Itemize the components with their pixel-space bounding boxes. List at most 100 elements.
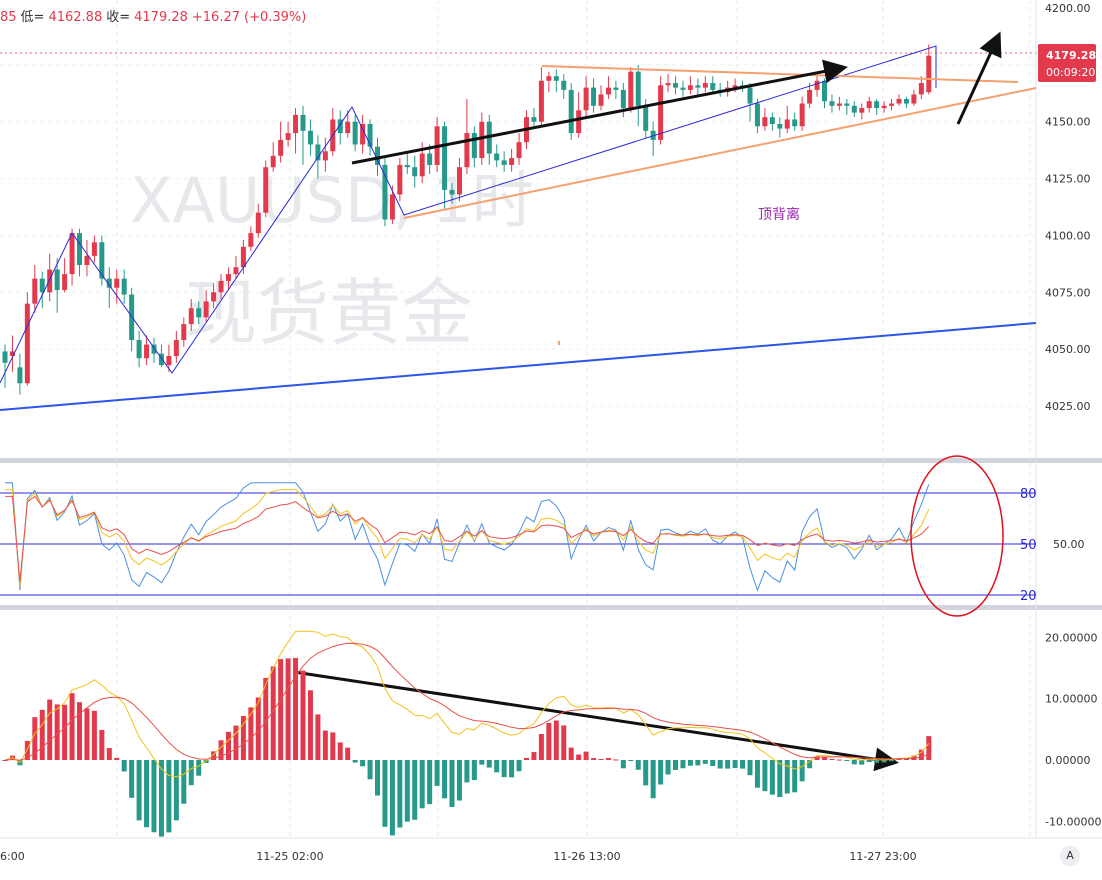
time-label-0: 6:00 bbox=[0, 850, 25, 863]
macd-bar-71 bbox=[531, 752, 537, 760]
macd-bar-108 bbox=[807, 760, 813, 769]
low-label: 低= bbox=[20, 10, 45, 25]
candle-body-19 bbox=[144, 344, 150, 359]
macd-bar-31 bbox=[233, 725, 239, 760]
candle-body-84 bbox=[628, 71, 634, 109]
macd-bar-102 bbox=[762, 760, 768, 792]
macd-bar-93 bbox=[695, 760, 701, 766]
candle-body-22 bbox=[166, 355, 172, 366]
candle-body-42 bbox=[315, 144, 321, 161]
candle-body-21 bbox=[158, 353, 164, 366]
highlight-circle bbox=[910, 455, 1004, 617]
rsi-value-label: 50.00 bbox=[1053, 538, 1085, 551]
candle-body-68 bbox=[509, 158, 515, 165]
candle-body-104 bbox=[777, 123, 783, 129]
macd-bar-53 bbox=[397, 760, 403, 828]
candle-body-118 bbox=[881, 105, 887, 109]
macd-bar-20 bbox=[151, 760, 157, 833]
candle-body-83 bbox=[620, 89, 626, 109]
candle-body-30 bbox=[226, 274, 231, 281]
macd-bar-30 bbox=[226, 731, 231, 760]
macd-bar-91 bbox=[680, 760, 686, 769]
macd-bar-124 bbox=[926, 736, 932, 760]
macd-bar-44 bbox=[330, 732, 336, 760]
candle-body-24 bbox=[181, 324, 187, 341]
macd-bar-18 bbox=[136, 760, 142, 821]
candle-body-111 bbox=[829, 101, 835, 106]
macd-bar-0 bbox=[2, 760, 8, 761]
candle-body-63 bbox=[471, 133, 477, 159]
candle-body-16 bbox=[121, 278, 127, 295]
candle-body-23 bbox=[173, 340, 179, 356]
watermark-name: 现货黄金 bbox=[185, 271, 473, 355]
candle-body-93 bbox=[695, 85, 701, 88]
macd-bar-10 bbox=[77, 702, 82, 760]
macd-bar-98 bbox=[732, 760, 738, 768]
macd-bar-74 bbox=[553, 720, 559, 760]
change-percent: (+0.39%) bbox=[244, 10, 307, 25]
last-price-label: 4179.28 bbox=[1046, 49, 1096, 62]
candle-body-101 bbox=[754, 103, 760, 127]
candle-body-43 bbox=[322, 151, 328, 161]
macd-bar-117 bbox=[874, 760, 880, 763]
macd-bar-19 bbox=[144, 760, 150, 828]
candle-body-7 bbox=[54, 269, 60, 291]
candle-body-105 bbox=[784, 119, 790, 129]
time-label-3: 11-27 23:00 bbox=[849, 850, 916, 863]
low-value: 4162.88 bbox=[48, 10, 103, 25]
candle-body-108 bbox=[807, 89, 813, 104]
candle-body-122 bbox=[911, 94, 917, 104]
candle-body-11 bbox=[84, 255, 90, 265]
auto-scale-button[interactable]: A bbox=[1060, 846, 1080, 866]
macd-tick-0: 20.00000 bbox=[1045, 631, 1098, 644]
rsi-slow-line bbox=[5, 495, 930, 582]
macd-bar-6 bbox=[47, 699, 53, 760]
candle-body-119 bbox=[889, 103, 895, 106]
macd-bar-96 bbox=[717, 760, 723, 769]
candle-body-32 bbox=[240, 246, 246, 268]
pane-separator-2 bbox=[0, 605, 1102, 610]
macd-bar-17 bbox=[129, 760, 135, 798]
macd-bar-27 bbox=[203, 760, 209, 763]
macd-bar-55 bbox=[412, 760, 418, 820]
candle-body-76 bbox=[568, 89, 574, 134]
candle-body-123 bbox=[918, 83, 924, 95]
open-value-tail: 85 bbox=[0, 10, 17, 25]
candle-body-36 bbox=[270, 155, 276, 168]
candle-body-61 bbox=[456, 167, 462, 195]
candle-body-14 bbox=[106, 278, 112, 288]
macd-bar-35 bbox=[263, 677, 269, 760]
macd-bar-54 bbox=[404, 760, 410, 822]
macd-dif-line bbox=[4, 630, 930, 778]
candle-body-31 bbox=[233, 267, 239, 275]
price-tick-4: 4100.00 bbox=[1045, 229, 1091, 242]
macd-bar-92 bbox=[687, 760, 693, 766]
candle-body-117 bbox=[874, 101, 880, 109]
macd-bar-80 bbox=[598, 758, 604, 760]
candle-body-98 bbox=[732, 85, 738, 88]
candle-body-94 bbox=[702, 83, 708, 88]
candle-body-91 bbox=[680, 87, 686, 90]
macd-bar-23 bbox=[173, 760, 179, 821]
macd-bar-120 bbox=[896, 758, 902, 760]
macd-bar-26 bbox=[196, 760, 202, 776]
divergence-annotation: 顶背离 bbox=[758, 206, 800, 223]
candle-body-55 bbox=[412, 167, 418, 177]
candle-body-72 bbox=[538, 80, 544, 122]
candle-body-45 bbox=[337, 119, 343, 134]
channel-upper-line bbox=[541, 65, 1019, 83]
macd-bar-57 bbox=[427, 760, 433, 805]
macd-bar-58 bbox=[434, 760, 440, 786]
candle-body-103 bbox=[769, 117, 775, 124]
candles-group bbox=[2, 44, 932, 395]
candle-body-124 bbox=[926, 55, 932, 93]
macd-bar-16 bbox=[121, 760, 127, 772]
candle-body-114 bbox=[851, 105, 857, 113]
macd-bar-79 bbox=[591, 758, 597, 760]
macd-bar-22 bbox=[166, 760, 172, 833]
candle-body-89 bbox=[665, 83, 671, 86]
pane-separator-1 bbox=[0, 458, 1102, 463]
candle-body-74 bbox=[553, 76, 559, 81]
candle-body-73 bbox=[546, 76, 552, 81]
candle-body-120 bbox=[896, 98, 902, 104]
